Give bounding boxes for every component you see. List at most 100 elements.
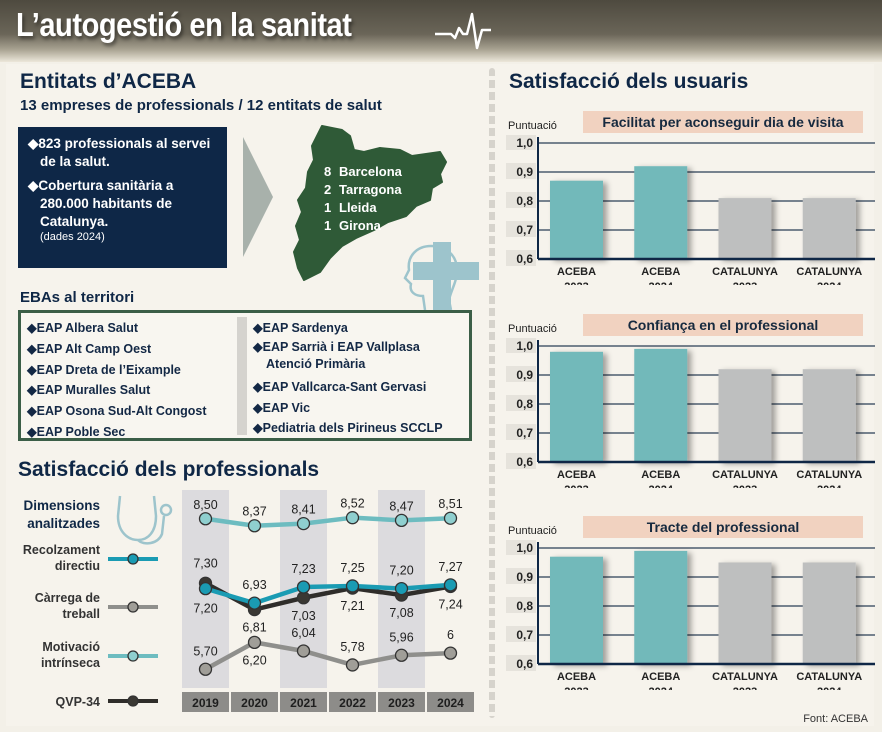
y-tick-bg bbox=[506, 221, 536, 237]
x-tick-label: CATALUNYA bbox=[712, 266, 778, 278]
bar-chart-title: Facilitat per aconseguir dia de visita bbox=[583, 111, 863, 133]
legend-swatch bbox=[108, 601, 158, 613]
bar bbox=[718, 562, 772, 664]
legend-label: intrínseca bbox=[40, 656, 100, 670]
data-point bbox=[394, 581, 409, 596]
x-tick-label: 2019 bbox=[192, 696, 219, 710]
x-tick-label: 2023 bbox=[564, 484, 588, 488]
data-point bbox=[443, 646, 458, 660]
y-tick-label: 0,7 bbox=[516, 223, 533, 237]
data-label: 7,23 bbox=[291, 562, 315, 576]
y-tick-label: 0,7 bbox=[516, 426, 533, 440]
legend-label: treball bbox=[62, 607, 100, 621]
y-tick-label: 0,8 bbox=[516, 397, 533, 411]
x-tick-label: 2024 bbox=[649, 281, 674, 285]
data-label: 7,24 bbox=[438, 597, 462, 611]
legend-item: QVP-34 bbox=[10, 690, 100, 722]
bar bbox=[802, 369, 856, 462]
x-tick-label: ACEBA bbox=[641, 266, 680, 278]
bar bbox=[550, 180, 603, 259]
y-tick-bg bbox=[506, 135, 536, 150]
y-tick-bg bbox=[506, 568, 536, 584]
y-tick-bg bbox=[506, 597, 536, 613]
y-tick-bg bbox=[506, 540, 536, 555]
legend-label: Càrrega de bbox=[34, 591, 100, 605]
bar-chart-title: Tracte del professional bbox=[583, 516, 863, 538]
year-label-box bbox=[231, 692, 278, 712]
data-point bbox=[394, 648, 409, 662]
year-label-box bbox=[182, 692, 229, 712]
year-label-box bbox=[280, 692, 327, 712]
eba-item: ◆EAP Muralles Salut bbox=[27, 383, 151, 398]
x-tick-label: ACEBA bbox=[557, 671, 596, 683]
y-tick-bg bbox=[506, 250, 536, 266]
y-tick-label: 0,7 bbox=[516, 628, 533, 642]
x-tick-label: 2024 bbox=[437, 696, 464, 710]
legend-swatch bbox=[108, 553, 158, 565]
series-line bbox=[205, 515, 451, 528]
facts-box: ◆823 professionals al servei de la salut… bbox=[18, 127, 227, 268]
map-region: 1 Lleida bbox=[324, 200, 377, 215]
eba-item-continued: Atenció Primària bbox=[266, 356, 366, 371]
section-divider bbox=[489, 68, 495, 718]
y-tick-bg bbox=[506, 163, 536, 179]
series-line bbox=[204, 581, 451, 612]
x-tick-label: ACEBA bbox=[641, 671, 680, 683]
data-label: 8,41 bbox=[291, 503, 315, 517]
bar-chart: 0,6 0,7 0,8 0,9 1,0 ACEBA 2023 ACEBA 2024 CATALUN… bbox=[506, 135, 875, 285]
bar bbox=[718, 369, 772, 462]
y-tick-bg bbox=[506, 366, 536, 382]
map-region-list: 8 Barcelona 2 Tarragona 1 Lleida 1 Girona bbox=[324, 163, 402, 235]
data-label: 8,47 bbox=[389, 499, 413, 513]
legend-item: Motivació intrínseca bbox=[10, 640, 100, 672]
x-tick-label: 2024 bbox=[649, 686, 674, 690]
header-banner: L’autogestió en la sanitat bbox=[0, 0, 882, 62]
data-label: 6 bbox=[447, 628, 454, 642]
y-axis-label: Puntuació bbox=[508, 120, 557, 132]
y-tick-label: 0,8 bbox=[516, 194, 533, 208]
bar bbox=[634, 348, 688, 462]
data-point bbox=[247, 519, 262, 533]
legend-title-line: analitzades bbox=[27, 516, 100, 531]
data-point bbox=[345, 511, 360, 525]
data-label: 7,30 bbox=[193, 556, 217, 570]
data-point bbox=[345, 658, 360, 672]
bar bbox=[802, 198, 856, 259]
data-point bbox=[296, 580, 311, 594]
data-point bbox=[443, 511, 458, 525]
x-tick-label: CATALUNYA bbox=[796, 266, 862, 278]
eba-item: ◆EAP Alt Camp Oest bbox=[27, 341, 152, 356]
x-tick-label: CATALUNYA bbox=[796, 469, 862, 481]
stethoscope-icon bbox=[116, 495, 173, 545]
data-point bbox=[247, 596, 262, 610]
legend-title-line: Dimensions bbox=[23, 498, 100, 513]
bar bbox=[550, 351, 603, 462]
data-label: 6,04 bbox=[291, 626, 315, 640]
y-tick-label: 0,8 bbox=[516, 599, 533, 613]
data-label: 5,70 bbox=[193, 644, 217, 658]
data-point bbox=[443, 578, 458, 592]
data-point bbox=[198, 512, 213, 526]
x-tick-label: 2023 bbox=[733, 686, 757, 690]
catalonia-map-icon bbox=[293, 125, 447, 281]
bar-chart-title: Confiança en el professional bbox=[583, 314, 863, 336]
year-label-box bbox=[427, 692, 474, 712]
x-tick-label: ACEBA bbox=[641, 469, 680, 481]
data-point bbox=[247, 635, 262, 650]
data-point bbox=[394, 513, 409, 528]
bar-chart: 0,6 0,7 0,8 0,9 1,0 ACEBA 2023 ACEBA 2024 CATALUN… bbox=[506, 540, 875, 690]
data-label: 7,03 bbox=[291, 609, 315, 623]
x-tick-label: ACEBA bbox=[557, 266, 596, 278]
eba-item: ◆EAP Vic bbox=[253, 400, 311, 415]
ebas-title: EBAs al territori bbox=[20, 289, 135, 306]
x-tick-label: 2023 bbox=[388, 696, 415, 710]
data-label: 7,20 bbox=[193, 602, 217, 616]
data-label: 7,27 bbox=[438, 560, 462, 574]
bar bbox=[550, 556, 603, 664]
x-tick-label: 2021 bbox=[290, 696, 317, 710]
x-tick-label: 2023 bbox=[564, 686, 588, 690]
data-point bbox=[296, 516, 311, 531]
eba-item: ◆Pediatria dels Pirineus SCCLP bbox=[253, 421, 443, 436]
column-divider bbox=[237, 317, 247, 435]
eba-item: ◆EAP Albera Salut bbox=[27, 321, 139, 335]
